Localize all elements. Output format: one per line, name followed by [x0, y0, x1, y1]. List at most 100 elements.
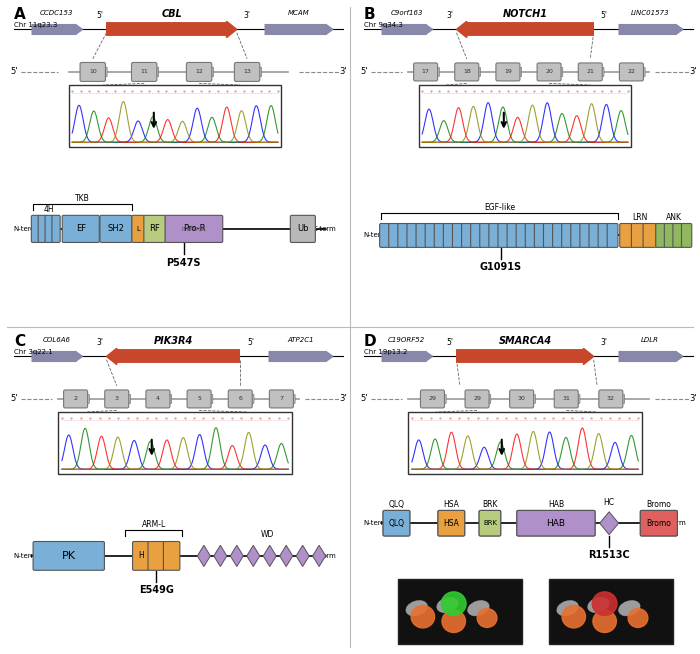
Text: PK: PK	[62, 551, 76, 561]
FancyBboxPatch shape	[52, 215, 60, 243]
FancyBboxPatch shape	[480, 224, 491, 247]
FancyBboxPatch shape	[33, 542, 104, 570]
Text: D: D	[364, 334, 377, 349]
FancyBboxPatch shape	[106, 394, 111, 404]
Polygon shape	[230, 545, 244, 566]
FancyBboxPatch shape	[517, 510, 595, 536]
FancyBboxPatch shape	[45, 215, 53, 243]
FancyBboxPatch shape	[379, 224, 391, 247]
FancyBboxPatch shape	[186, 63, 212, 81]
Text: LINC01573: LINC01573	[631, 10, 670, 16]
FancyBboxPatch shape	[619, 394, 624, 404]
Text: 2: 2	[74, 396, 78, 402]
Text: 5': 5'	[360, 394, 368, 404]
Text: Bromo: Bromo	[646, 500, 671, 509]
FancyBboxPatch shape	[62, 215, 99, 243]
Text: C-term: C-term	[662, 232, 686, 239]
FancyBboxPatch shape	[578, 63, 602, 81]
Text: 18: 18	[463, 69, 470, 75]
FancyBboxPatch shape	[132, 67, 138, 77]
Polygon shape	[227, 21, 237, 37]
FancyBboxPatch shape	[64, 390, 88, 408]
Text: L: L	[136, 226, 140, 232]
Text: Chr 19p13.2: Chr 19p13.2	[364, 349, 407, 354]
FancyBboxPatch shape	[132, 63, 157, 81]
FancyBboxPatch shape	[438, 510, 465, 536]
FancyBboxPatch shape	[517, 510, 595, 536]
Text: NOTCH1: NOTCH1	[503, 9, 547, 19]
Text: Chr 3q22.1: Chr 3q22.1	[14, 349, 52, 354]
Text: CBL: CBL	[161, 9, 182, 19]
FancyBboxPatch shape	[234, 63, 260, 81]
FancyBboxPatch shape	[146, 390, 170, 408]
Text: 10: 10	[89, 69, 97, 75]
Polygon shape	[197, 545, 211, 566]
Ellipse shape	[406, 600, 428, 616]
Polygon shape	[76, 352, 83, 361]
FancyBboxPatch shape	[105, 390, 129, 408]
Text: CCDC153: CCDC153	[40, 10, 74, 16]
FancyBboxPatch shape	[561, 224, 573, 247]
FancyBboxPatch shape	[64, 394, 70, 404]
Text: C9orf163: C9orf163	[391, 10, 423, 16]
FancyBboxPatch shape	[438, 510, 465, 536]
FancyBboxPatch shape	[434, 224, 445, 247]
FancyBboxPatch shape	[383, 510, 410, 536]
FancyBboxPatch shape	[69, 85, 281, 147]
FancyBboxPatch shape	[620, 63, 643, 81]
Circle shape	[562, 606, 585, 628]
FancyBboxPatch shape	[163, 542, 180, 570]
Text: SH2: SH2	[108, 224, 125, 233]
Text: QLQ: QLQ	[389, 500, 405, 509]
Text: Ub: Ub	[297, 224, 309, 233]
FancyBboxPatch shape	[414, 67, 420, 77]
Text: 12: 12	[195, 69, 203, 75]
Circle shape	[628, 609, 648, 627]
Text: ANK: ANK	[666, 213, 682, 222]
FancyBboxPatch shape	[600, 394, 606, 404]
FancyBboxPatch shape	[419, 85, 631, 147]
Text: PIK3R4: PIK3R4	[154, 336, 193, 346]
Circle shape	[592, 592, 617, 615]
FancyBboxPatch shape	[230, 394, 235, 404]
FancyBboxPatch shape	[398, 579, 522, 644]
FancyBboxPatch shape	[580, 67, 584, 77]
Text: 4H: 4H	[44, 205, 55, 214]
Polygon shape	[326, 352, 333, 361]
FancyBboxPatch shape	[248, 394, 254, 404]
FancyBboxPatch shape	[461, 224, 472, 247]
FancyBboxPatch shape	[682, 224, 692, 247]
FancyBboxPatch shape	[538, 67, 544, 77]
Text: 3: 3	[115, 396, 119, 402]
FancyBboxPatch shape	[580, 224, 591, 247]
Polygon shape	[106, 348, 117, 365]
FancyBboxPatch shape	[147, 394, 153, 404]
FancyBboxPatch shape	[598, 67, 604, 77]
FancyBboxPatch shape	[673, 224, 683, 247]
FancyBboxPatch shape	[510, 390, 533, 408]
FancyBboxPatch shape	[620, 67, 626, 77]
Text: N-term: N-term	[364, 232, 388, 239]
Polygon shape	[296, 545, 309, 566]
FancyBboxPatch shape	[530, 394, 536, 404]
Text: A: A	[14, 7, 26, 22]
Circle shape	[477, 609, 497, 627]
Polygon shape	[600, 511, 619, 535]
FancyBboxPatch shape	[507, 224, 518, 247]
Text: 21: 21	[587, 69, 594, 75]
Text: ARM-L: ARM-L	[141, 521, 166, 530]
Text: 13: 13	[243, 69, 251, 75]
FancyBboxPatch shape	[554, 390, 578, 408]
FancyBboxPatch shape	[188, 67, 193, 77]
FancyBboxPatch shape	[589, 224, 600, 247]
FancyBboxPatch shape	[557, 67, 563, 77]
Text: 5': 5'	[96, 11, 103, 20]
FancyBboxPatch shape	[664, 224, 675, 247]
FancyBboxPatch shape	[516, 67, 522, 77]
Text: R1513C: R1513C	[588, 551, 630, 560]
FancyBboxPatch shape	[81, 67, 87, 77]
Polygon shape	[676, 24, 682, 35]
Text: 7: 7	[279, 396, 284, 402]
Text: 5': 5'	[10, 67, 18, 77]
FancyBboxPatch shape	[479, 510, 500, 536]
